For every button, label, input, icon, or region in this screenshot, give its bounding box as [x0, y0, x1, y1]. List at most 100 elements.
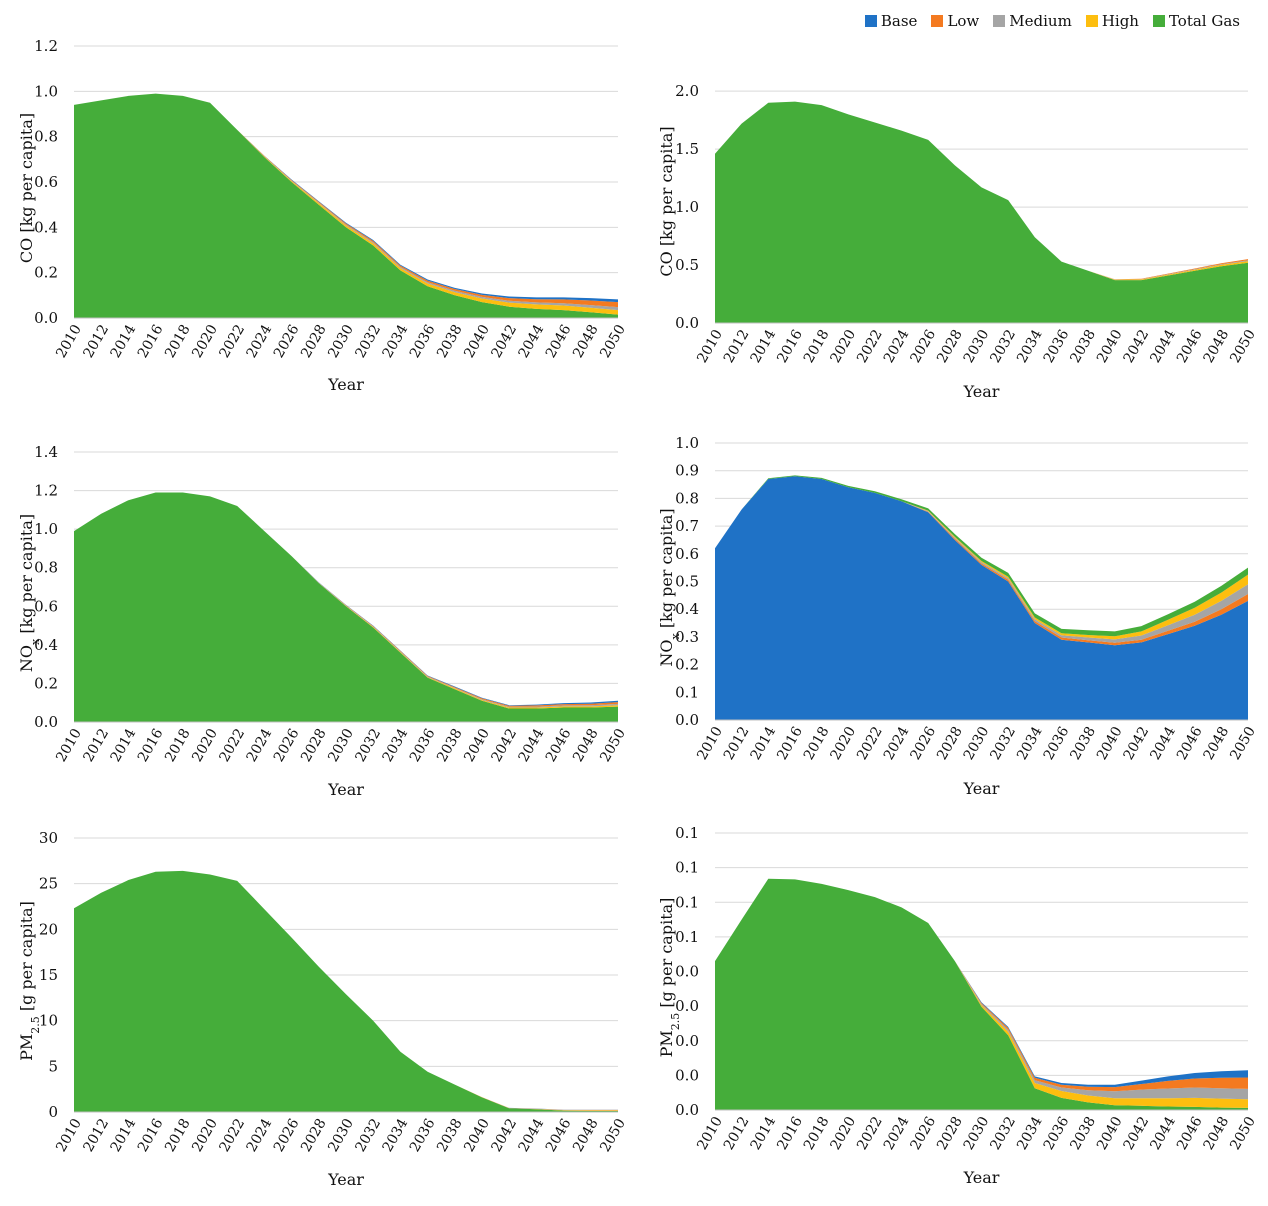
legend-swatch-total-gas: [1152, 15, 1165, 27]
x-tick-label: 2036: [407, 1116, 439, 1155]
x-axis-label: Year: [327, 375, 364, 394]
chart-panel-6: 0.00.00.00.00.00.10.10.10.12010201220142…: [657, 824, 1259, 1187]
x-tick-label: 2030: [325, 322, 357, 361]
x-tick-label: 2014: [108, 1116, 140, 1155]
x-tick-label: 2016: [774, 724, 806, 763]
x-tick-label: 2048: [1201, 724, 1233, 763]
x-tick-label: 2016: [135, 322, 167, 361]
x-tick-label: 2048: [1201, 1114, 1233, 1153]
x-tick-label: 2026: [271, 1116, 303, 1155]
x-tick-label: 2040: [461, 322, 493, 361]
x-tick-label: 2024: [244, 322, 276, 361]
x-tick-label: 2012: [80, 1116, 112, 1155]
x-tick-label: 2044: [516, 1116, 548, 1155]
x-tick-label: 2014: [748, 724, 780, 763]
chart-panel-4: 0.00.10.20.30.40.50.60.70.80.91.02010201…: [657, 434, 1259, 798]
x-tick-label: 2032: [987, 724, 1019, 763]
y-tick-label: 0.7: [675, 517, 699, 535]
x-tick-label: 2040: [1094, 724, 1126, 763]
y-tick-label: 1.2: [34, 482, 58, 500]
x-tick-label: 2046: [1174, 724, 1206, 763]
legend-item-medium[interactable]: Medium: [993, 12, 1072, 30]
x-tick-label: 2038: [1067, 1114, 1099, 1153]
y-tick-label: 5: [48, 1057, 58, 1075]
y-tick-label: 15: [39, 966, 58, 984]
x-tick-label: 2050: [1227, 327, 1259, 366]
x-tick-label: 2038: [1067, 327, 1099, 366]
x-tick-label: 2024: [881, 724, 913, 763]
y-tick-label: 0.2: [34, 264, 58, 282]
x-tick-label: 2046: [543, 726, 575, 765]
x-tick-label: 2046: [543, 1116, 575, 1155]
x-tick-label: 2038: [434, 726, 466, 765]
x-tick-label: 2048: [570, 726, 602, 765]
x-tick-label: 2026: [907, 327, 939, 366]
legend-item-low[interactable]: Low: [931, 12, 979, 30]
x-tick-label: 2034: [1014, 327, 1046, 366]
x-tick-label: 2012: [721, 1114, 753, 1153]
area-series-base: [715, 476, 1248, 720]
x-tick-label: 2048: [570, 1116, 602, 1155]
y-tick-label: 1.0: [675, 198, 699, 216]
chart-panel-5: 0 5 10 15 20 25 30 2010201220142016201820202022…: [17, 829, 629, 1189]
y-tick-label: 0.8: [675, 489, 699, 507]
y-tick-label: 1.0: [34, 82, 58, 100]
x-tick-label: 2044: [516, 322, 548, 361]
x-tick-label: 2034: [380, 1116, 412, 1155]
chart-panel-2: 0.00.51.01.52.02010201220142016201820202…: [657, 82, 1259, 401]
y-tick-label: 0.4: [675, 600, 699, 618]
x-tick-label: 2036: [407, 726, 439, 765]
y-tick-label: 0.2: [675, 656, 699, 674]
y-tick-label: 1.4: [34, 443, 58, 461]
x-tick-label: 2018: [162, 1116, 194, 1155]
x-axis-label: Year: [327, 1170, 364, 1189]
x-tick-label: 2032: [987, 1114, 1019, 1153]
x-tick-label: 2032: [352, 322, 384, 361]
x-tick-label: 2026: [271, 322, 303, 361]
x-tick-label: 2032: [352, 726, 384, 765]
x-tick-label: 2050: [597, 322, 629, 361]
x-tick-label: 2028: [934, 1114, 966, 1153]
area-series-total-gas: [74, 492, 618, 722]
y-tick-label: 0.0: [675, 314, 699, 332]
x-tick-label: 2010: [53, 322, 85, 361]
x-tick-label: 2042: [1121, 724, 1153, 763]
legend-item-high[interactable]: High: [1085, 12, 1139, 30]
y-tick-label: 0.2: [34, 674, 58, 692]
y-axis-label: PM2.5 [g per capita]: [17, 901, 42, 1061]
x-axis-label: Year: [963, 382, 1000, 401]
legend-swatch-low: [931, 15, 944, 27]
x-tick-label: 2010: [694, 1114, 726, 1153]
y-tick-label: 0.0: [675, 711, 699, 729]
legend-item-base[interactable]: Base: [864, 12, 917, 30]
area-series-total-gas: [715, 878, 1248, 1110]
x-tick-label: 2050: [1227, 724, 1259, 763]
x-tick-label: 2010: [694, 724, 726, 763]
x-tick-label: 2014: [108, 322, 140, 361]
legend-label-medium: Medium: [1009, 12, 1072, 30]
x-axis-label: Year: [963, 779, 1000, 798]
y-tick-label: 0.5: [675, 573, 699, 591]
y-tick-label: 0.4: [34, 218, 58, 236]
x-tick-label: 2012: [721, 724, 753, 763]
x-tick-label: 2018: [162, 726, 194, 765]
legend-swatch-medium: [993, 15, 1006, 27]
legend-label-total-gas: Total Gas: [1168, 12, 1240, 30]
y-axis-label: CO [kg per capita]: [657, 126, 676, 276]
x-tick-label: 2022: [854, 1114, 886, 1153]
x-tick-label: 2032: [987, 327, 1019, 366]
x-tick-label: 2034: [380, 322, 412, 361]
x-tick-label: 2028: [298, 1116, 330, 1155]
x-tick-label: 2038: [434, 1116, 466, 1155]
x-tick-label: 2042: [1121, 327, 1153, 366]
chart-panel-3: 0.0 0.2 0.4 0.6 0.8 1.0 1.2 1.4 2010201220142016…: [17, 443, 629, 799]
area-series-total-gas: [74, 870, 618, 1112]
y-tick-label: 10: [39, 1012, 58, 1030]
legend-item-total-gas[interactable]: Total Gas: [1152, 12, 1240, 30]
x-tick-label: 2014: [748, 327, 780, 366]
x-tick-label: 2042: [488, 726, 520, 765]
legend-swatch-high: [1085, 15, 1098, 27]
x-tick-label: 2022: [216, 1116, 248, 1155]
x-tick-label: 2044: [1147, 327, 1179, 366]
